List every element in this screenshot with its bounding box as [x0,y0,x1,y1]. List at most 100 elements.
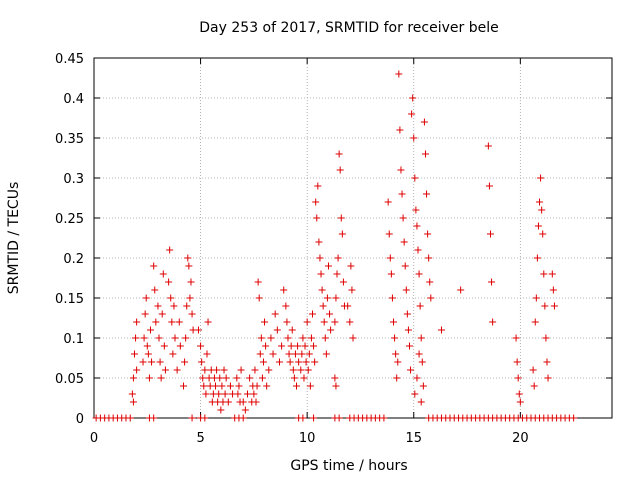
data-point [541,302,549,310]
data-point [537,174,545,182]
data-point [269,350,277,358]
data-point [143,342,151,350]
data-point [256,350,264,358]
y-tick-label: 0 [76,412,84,427]
data-point [331,318,339,326]
data-point [188,414,196,422]
data-point [398,190,406,198]
data-point [307,334,315,342]
x-tick-label: 15 [405,431,422,446]
data-point [167,294,175,302]
data-point [257,334,265,342]
data-point [259,358,267,366]
data-point [418,358,426,366]
data-point [182,334,190,342]
data-point [183,302,191,310]
data-point [129,374,137,382]
data-point [405,342,413,350]
data-point [489,318,497,326]
data-point [298,350,306,358]
data-point [158,310,166,318]
data-point [540,270,548,278]
data-point [392,350,400,358]
data-point [457,286,465,294]
data-point [253,382,261,390]
data-point [234,390,242,398]
data-point [126,414,134,422]
data-point [241,406,249,414]
grid [94,58,612,418]
data-point [271,310,279,318]
data-point [173,366,181,374]
data-point [335,150,343,158]
data-point [310,414,318,422]
data-point [132,334,140,342]
data-point [532,294,540,302]
data-point [155,334,163,342]
data-point [128,390,136,398]
data-point [185,262,193,270]
data-point [394,358,402,366]
data-point [246,374,254,382]
data-point [194,326,202,334]
data-point [168,318,176,326]
axis-ticks [93,57,612,419]
data-point [235,382,243,390]
data-point [237,366,245,374]
data-point [263,382,271,390]
data-point [409,94,417,102]
data-point [293,382,301,390]
data-point [301,342,309,350]
x-tick-label: 5 [196,431,204,446]
data-point [386,254,394,262]
data-point [417,398,425,406]
data-point [184,254,192,262]
data-point [396,126,404,134]
data-point [304,366,312,374]
data-point [285,350,293,358]
data-point [391,334,399,342]
data-point [180,382,188,390]
data-point [176,342,184,350]
data-point [424,230,432,238]
data-point [202,390,210,398]
data-point [412,206,420,214]
data-point [326,310,334,318]
data-point [484,142,492,150]
data-point [539,230,547,238]
data-point [395,70,403,78]
data-point [315,238,323,246]
data-point [380,414,388,422]
y-tick-label: 0.2 [63,252,84,267]
data-point [299,414,307,422]
y-tick-label: 0.05 [55,372,84,387]
data-point [141,310,149,318]
data-point [416,302,424,310]
data-point [140,334,148,342]
data-point [536,198,544,206]
data-point [534,222,542,230]
chart-title: Day 253 of 2017, SRMTID for receiver bel… [199,20,498,36]
data-point [530,382,538,390]
data-point [533,254,541,262]
data-point [316,254,324,262]
data-point [385,230,393,238]
data-point [156,358,164,366]
data-point [402,286,410,294]
y-tick-label: 0.45 [55,52,84,67]
y-tick-label: 0.1 [63,332,84,347]
data-point [417,334,425,342]
data-point [154,302,162,310]
data-point [393,374,401,382]
y-tick-label: 0.35 [55,132,84,147]
data-point [181,358,189,366]
data-point [320,318,328,326]
data-point [297,366,305,374]
data-point [171,334,179,342]
data-point [262,342,270,350]
data-point [215,390,223,398]
data-point [278,342,286,350]
data-point [486,230,494,238]
data-point [543,358,551,366]
